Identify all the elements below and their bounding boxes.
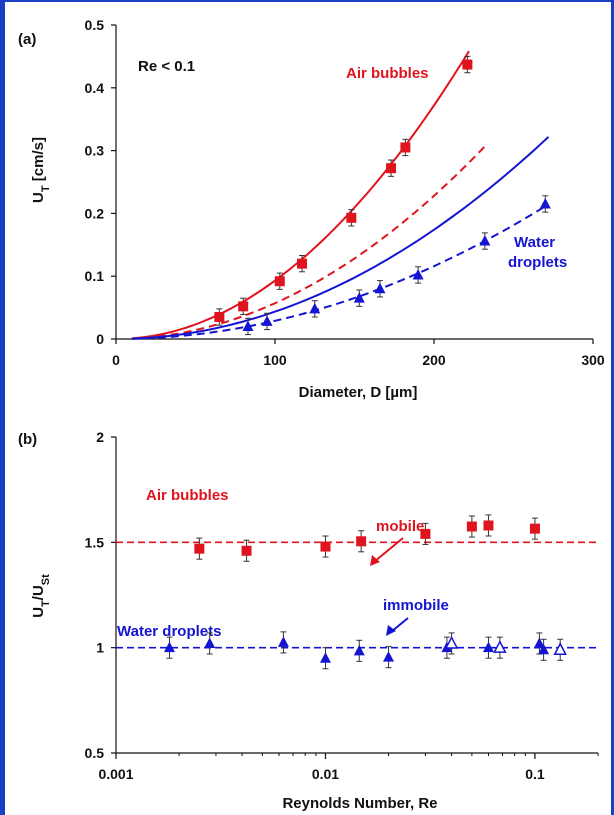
mobile-arrow-head (370, 555, 380, 566)
panel-b-data-point (241, 545, 252, 556)
panel-a-y-tick-label: 0.2 (85, 205, 105, 221)
panel-a-data-point (309, 302, 321, 314)
panel-a-data-point (214, 312, 225, 323)
panel-a-data-point (374, 282, 386, 294)
panel-a-fit-curve-0 (131, 50, 470, 340)
panel-a-annotation: Re < 0.1 (138, 58, 195, 75)
panel-b-x-axis-label: Reynolds Number, Re (282, 795, 437, 812)
panel-a-data-point (539, 197, 551, 209)
panel-b-air-bubbles-label: Air bubbles (146, 487, 229, 504)
panel-b-y-axis-label: UT/USt (30, 574, 52, 618)
panel-a-fit-curve-1 (131, 145, 486, 340)
panel-a-data-point (412, 268, 424, 280)
panel-a-y-tick-label: 0 (96, 331, 104, 347)
panel-a-x-tick-label: 300 (581, 352, 605, 368)
panel-b-x-tick-label: 0.001 (98, 766, 133, 782)
panel-a-data-point (238, 301, 249, 312)
panel-a-data-point (261, 315, 273, 326)
panel-b-data-point (356, 536, 367, 547)
panel-b-data-point (482, 641, 494, 653)
panel-b-data-point (320, 541, 331, 552)
panel-b-water-label: Water droplets (117, 623, 221, 640)
panel-b-y-tick-label: 1 (96, 640, 104, 656)
panel-a-data-point (462, 59, 473, 70)
panel-b-data-point (383, 651, 395, 662)
panel-a-label: (a) (18, 31, 36, 48)
immobile-arrow-head (386, 625, 396, 636)
panel-a-x-tick-label: 100 (263, 352, 287, 368)
panel-a-data-point (386, 163, 397, 174)
panel-a-water-label-line2: droplets (508, 254, 567, 271)
panel-a-data-point (297, 258, 308, 269)
panel-b-data-point (444, 635, 459, 649)
panel-a-data-point (242, 320, 254, 331)
panel-b-data-point (493, 640, 507, 653)
panel-b-data-point (529, 523, 540, 534)
panel-b-data-point (163, 641, 175, 653)
panel-b-data-point (204, 637, 216, 648)
panel-a-y-tick-label: 0.3 (85, 143, 105, 159)
panel-a-fit-curve-3 (131, 203, 550, 340)
panel-a-data-point (274, 276, 285, 287)
panel-b-data-point (483, 520, 494, 531)
panel-a-water-label-line1: Water (514, 234, 555, 251)
panel-b-data-point (194, 543, 205, 554)
panel-b-y-tick-label: 2 (96, 429, 104, 445)
panel-b-y-tick-label: 1.5 (85, 534, 105, 550)
panel-a-air-bubbles-label: Air bubbles (346, 65, 429, 82)
panel-b-data-point (538, 643, 550, 655)
panel-b-data-point (353, 644, 365, 656)
panel-a-data-point (400, 142, 411, 153)
panel-b-immobile-label: immobile (383, 597, 449, 614)
panel-a-fit-curve-2 (131, 136, 550, 340)
panel-b-mobile-label: mobile (376, 518, 424, 535)
panel-a-data-point (346, 212, 357, 223)
panel-b-x-tick-label: 0.1 (525, 766, 545, 782)
panel-a-data-point (479, 235, 491, 246)
panel-a-y-axis-label: UT [cm/s] (30, 137, 52, 203)
panel-b-y-tick-label: 0.5 (85, 745, 105, 761)
panel-a-x-axis-label: Diameter, D [µm] (299, 384, 418, 401)
panel-a-x-tick-label: 200 (422, 352, 446, 368)
panel-b-data-point (553, 642, 567, 656)
panel-b-data-point (466, 521, 477, 532)
panel-b-x-tick-label: 0.01 (312, 766, 339, 782)
panel-a-y-tick-label: 0.4 (85, 80, 105, 96)
panel-a-y-tick-label: 0.5 (85, 17, 105, 33)
panel-b-data-point (277, 636, 289, 647)
panel-a-data-point (353, 292, 365, 303)
panel-a-x-tick-label: 0 (112, 352, 120, 368)
panel-b-data-point (420, 528, 431, 539)
panel-b-data-point (319, 652, 331, 663)
panel-b-data-point (533, 637, 545, 648)
panel-b-label: (b) (18, 431, 37, 448)
mobile-arrow (373, 537, 404, 563)
panel-a-y-tick-label: 0.1 (85, 268, 105, 284)
